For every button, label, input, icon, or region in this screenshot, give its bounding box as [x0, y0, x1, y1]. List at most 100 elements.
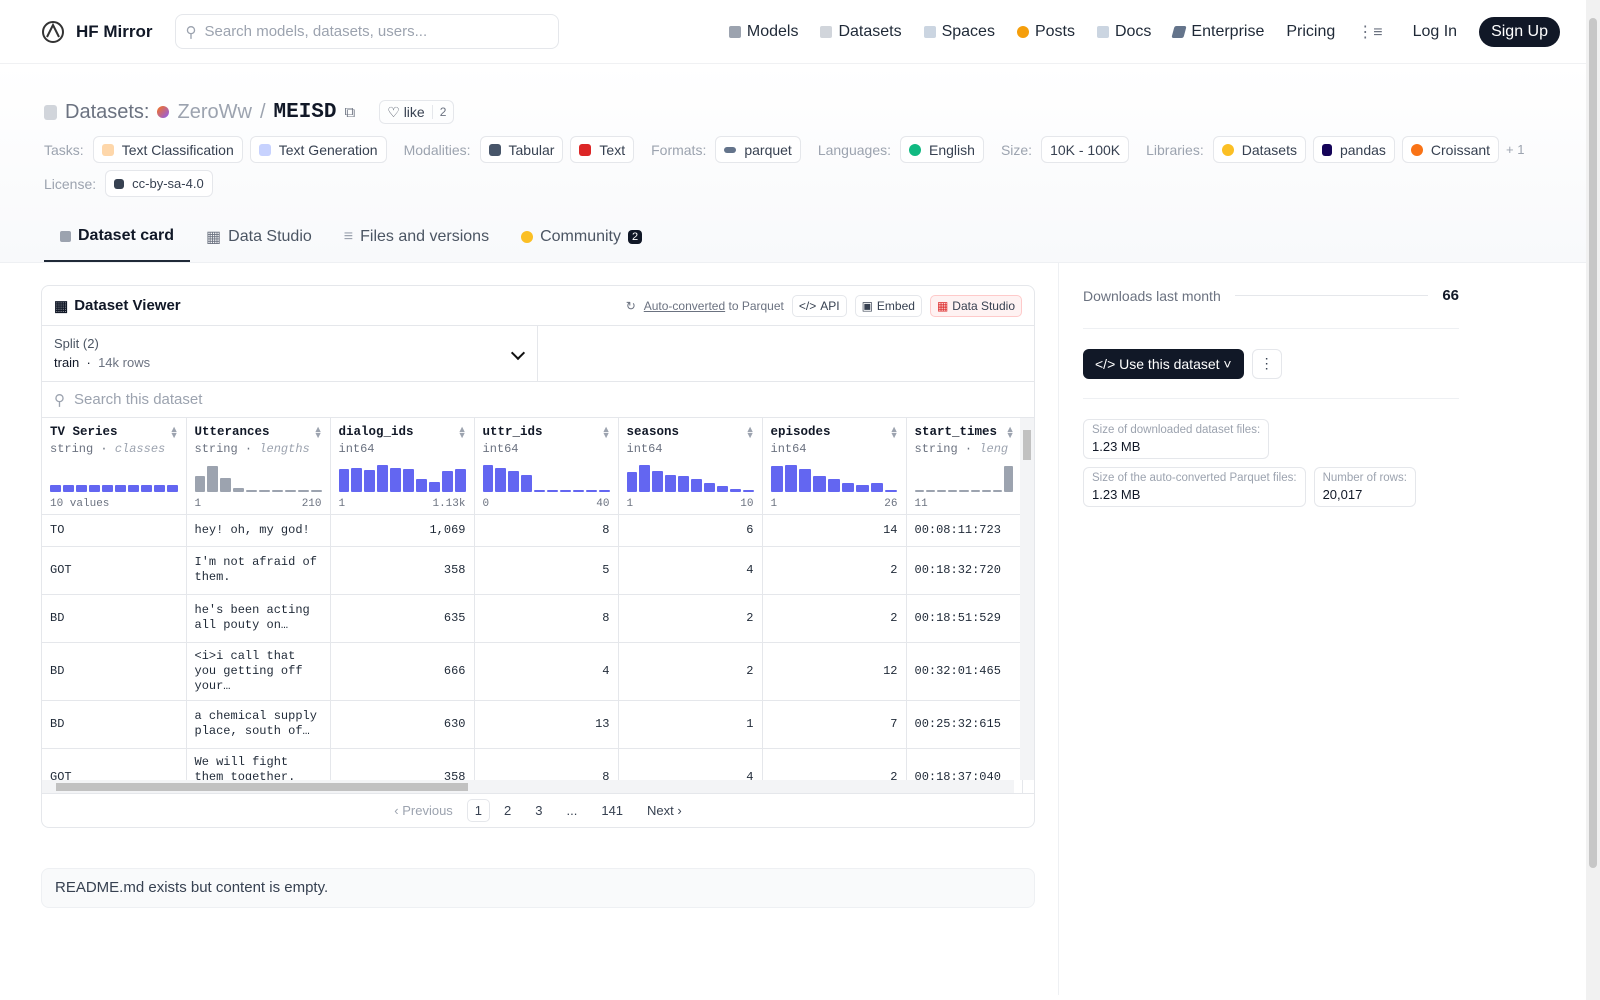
table-cell[interactable]: 7: [762, 700, 907, 749]
table-cell[interactable]: 2: [618, 642, 763, 701]
histogram-bar[interactable]: [377, 464, 389, 492]
table-cell[interactable]: 12: [762, 642, 907, 701]
histogram-bar[interactable]: [970, 489, 980, 492]
split-select[interactable]: Split (2) train · 14k rows: [42, 326, 538, 381]
nav-docs[interactable]: Docs: [1096, 23, 1151, 41]
table-row[interactable]: BD a chemical supply place, south of… 630 1…: [42, 700, 1023, 749]
table-cell[interactable]: 2: [618, 594, 763, 643]
tab-community[interactable]: Community 2: [505, 227, 658, 262]
tag-parquet[interactable]: parquet: [715, 136, 801, 163]
histogram-bar[interactable]: [652, 470, 664, 492]
histogram-bar[interactable]: [166, 484, 178, 492]
histogram-bar[interactable]: [284, 489, 296, 492]
table-cell[interactable]: 1: [618, 700, 763, 749]
tag-text[interactable]: Text: [570, 136, 635, 163]
tag-text-classification[interactable]: Text Classification: [92, 136, 243, 163]
histogram-bar[interactable]: [770, 466, 783, 492]
page-1[interactable]: 1: [466, 799, 491, 822]
histogram-bar[interactable]: [482, 464, 494, 492]
histogram-bar[interactable]: [585, 489, 597, 492]
table-cell[interactable]: BD: [42, 700, 187, 749]
api-button[interactable]: </> API: [791, 294, 847, 317]
histogram-bar[interactable]: [50, 484, 61, 492]
histogram-bar[interactable]: [936, 489, 947, 492]
histogram-bar[interactable]: [454, 469, 466, 492]
column-header[interactable]: dialog_ids int64 ▲ ▼ 1 1.13k: [330, 418, 475, 515]
global-search-input[interactable]: ⚲ Search models, datasets, users...: [174, 14, 559, 49]
table-cell[interactable]: TO: [42, 514, 187, 547]
table-cell[interactable]: 8: [474, 594, 619, 643]
column-header[interactable]: seasons int64 ▲ ▼ 1 10: [618, 418, 763, 515]
histogram-bar[interactable]: [62, 484, 74, 492]
table-cell[interactable]: 630: [330, 700, 475, 749]
embed-button[interactable]: ▣ Embed: [854, 294, 922, 317]
dataset-name[interactable]: MEISD: [273, 100, 337, 124]
histogram-bar[interactable]: [521, 474, 533, 492]
more-menu-icon[interactable]: ⋮≡: [1357, 23, 1383, 41]
table-cell[interactable]: 666: [330, 642, 475, 701]
nav-spaces[interactable]: Spaces: [923, 23, 995, 41]
table-cell[interactable]: 14: [762, 514, 907, 547]
tag-croissant[interactable]: Croissant: [1401, 136, 1500, 163]
tag-license[interactable]: cc-by-sa-4.0: [105, 170, 213, 197]
histogram-bar[interactable]: [246, 489, 258, 492]
page-scrollbar[interactable]: [1586, 0, 1600, 1000]
histogram-bar[interactable]: [572, 489, 584, 492]
table-row[interactable]: BD <i>i call that you getting off your… 66…: [42, 642, 1023, 701]
nav-posts[interactable]: Posts: [1016, 23, 1075, 41]
libraries-more[interactable]: + 1: [1506, 142, 1525, 157]
histogram-bar[interactable]: [856, 484, 869, 492]
login-link[interactable]: Log In: [1412, 22, 1458, 40]
histogram-bar[interactable]: [297, 489, 309, 492]
sort-icon[interactable]: ▲ ▼: [601, 424, 611, 440]
histogram-bar[interactable]: [639, 464, 651, 492]
more-options-icon[interactable]: ⋮: [1251, 348, 1282, 379]
histogram-bar[interactable]: [534, 489, 546, 492]
table-cell[interactable]: 6: [618, 514, 763, 547]
histogram-bar[interactable]: [364, 469, 376, 492]
column-header[interactable]: uttr_ids int64 ▲ ▼ 0 40: [474, 418, 619, 515]
histogram-bar[interactable]: [547, 489, 558, 492]
vertical-scrollbar[interactable]: [1020, 418, 1034, 780]
histogram-bar[interactable]: [799, 469, 812, 492]
histogram-bar[interactable]: [993, 489, 1003, 492]
table-cell[interactable]: 4: [474, 642, 619, 701]
histogram-bar[interactable]: [914, 489, 924, 492]
histogram-bar[interactable]: [959, 489, 969, 492]
sort-icon[interactable]: ▲ ▼: [457, 424, 467, 440]
histogram-bar[interactable]: [742, 489, 754, 492]
tag-tabular[interactable]: Tabular: [479, 136, 564, 163]
sort-icon[interactable]: ▲ ▼: [1005, 424, 1015, 440]
histogram-bar[interactable]: [813, 476, 826, 492]
histogram-bar[interactable]: [678, 476, 690, 492]
table-cell[interactable]: 4: [618, 546, 763, 595]
table-cell[interactable]: 00:32:01:465: [906, 642, 1023, 701]
auto-converted-link[interactable]: Auto-converted: [643, 298, 726, 313]
data-studio-button[interactable]: ▦ Data Studio: [929, 294, 1022, 317]
histogram-bar[interactable]: [220, 477, 232, 492]
table-cell[interactable]: I'm not afraid of them.: [186, 546, 331, 595]
tag-text-generation[interactable]: Text Generation: [249, 136, 387, 163]
signup-button[interactable]: Sign Up: [1479, 16, 1560, 47]
histogram-bar[interactable]: [75, 484, 87, 492]
histogram-bar[interactable]: [310, 489, 322, 492]
table-row[interactable]: GOT I'm not afraid of them. 358 5 4 2 00:18:32…: [42, 546, 1023, 595]
histogram-bar[interactable]: [691, 478, 702, 492]
tag-pandas[interactable]: pandas: [1312, 136, 1395, 163]
brand-logo[interactable]: HF Mirror: [40, 19, 153, 45]
sort-icon[interactable]: ▲ ▼: [745, 424, 755, 440]
table-cell[interactable]: 8: [474, 514, 619, 547]
histogram-bar[interactable]: [207, 466, 219, 492]
histogram-bar[interactable]: [598, 489, 610, 492]
nav-pricing[interactable]: Pricing: [1286, 23, 1335, 41]
table-cell[interactable]: 1,069: [330, 514, 475, 547]
table-cell[interactable]: he's been acting all pouty on…: [186, 594, 331, 643]
scrollbar-thumb[interactable]: [56, 783, 468, 791]
sort-icon[interactable]: ▲ ▼: [313, 424, 323, 440]
table-cell[interactable]: 2: [762, 546, 907, 595]
use-dataset-button[interactable]: </> Use this dataset ˅: [1083, 348, 1244, 379]
table-cell[interactable]: 635: [330, 594, 475, 643]
histogram-bar[interactable]: [827, 478, 841, 492]
column-header[interactable]: TV Series string · classes ▲ ▼ 10 values: [42, 418, 187, 515]
histogram-bar[interactable]: [784, 464, 798, 492]
